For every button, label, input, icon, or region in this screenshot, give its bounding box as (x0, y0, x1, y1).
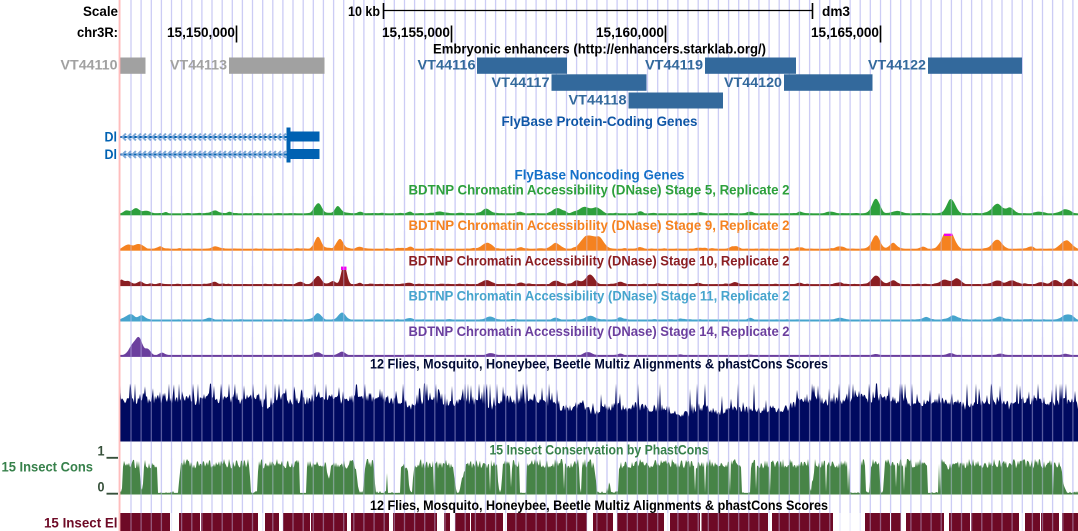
svg-text:VT44117: VT44117 (492, 75, 550, 90)
svg-text:15 Insect El: 15 Insect El (44, 516, 118, 531)
svg-text:VT44110: VT44110 (61, 58, 118, 73)
svg-text:VT44118: VT44118 (569, 93, 628, 108)
svg-text:15,155,000: 15,155,000 (382, 25, 450, 40)
svg-text:15,165,000: 15,165,000 (811, 25, 879, 40)
svg-text:VT44120: VT44120 (724, 75, 782, 90)
svg-text:chr3R:: chr3R: (77, 25, 118, 40)
svg-text:Dl: Dl (105, 147, 118, 162)
svg-text:Scale: Scale (83, 4, 118, 19)
svg-text:1: 1 (98, 444, 105, 459)
svg-text:15 Insect Conservation by Phas: 15 Insect Conservation by PhastCons (490, 443, 709, 458)
svg-text:10 kb: 10 kb (348, 4, 380, 19)
svg-text:BDTNP Chromatin Accessibility: BDTNP Chromatin Accessibility (DNase) St… (409, 324, 790, 339)
svg-text:BDTNP Chromatin Accessibility: BDTNP Chromatin Accessibility (DNase) St… (409, 289, 790, 304)
svg-text:dm3: dm3 (822, 4, 850, 19)
svg-text:VT44122: VT44122 (868, 58, 926, 73)
svg-text:Dl: Dl (105, 130, 118, 145)
svg-text:VT44119: VT44119 (645, 58, 703, 73)
svg-text:0: 0 (98, 480, 105, 495)
svg-text:BDTNP Chromatin Accessibility: BDTNP Chromatin Accessibility (DNase) St… (409, 218, 790, 233)
svg-text:Embryonic enhancers (http://en: Embryonic enhancers (http://enhancers.st… (433, 42, 766, 57)
svg-text:VT44113: VT44113 (170, 58, 228, 73)
svg-text:15 Insect Cons: 15 Insect Cons (2, 460, 94, 475)
svg-text:12 Flies, Mosquito, Honeybee,: 12 Flies, Mosquito, Honeybee, Beetle Mul… (370, 498, 828, 513)
svg-text:BDTNP Chromatin Accessibility: BDTNP Chromatin Accessibility (DNase) St… (409, 253, 790, 268)
svg-text:BDTNP Chromatin Accessibility: BDTNP Chromatin Accessibility (DNase) St… (409, 183, 790, 198)
svg-text:VT44116: VT44116 (418, 58, 477, 73)
svg-text:12 Flies, Mosquito, Honeybee,: 12 Flies, Mosquito, Honeybee, Beetle Mul… (370, 357, 828, 372)
svg-text:FlyBase Noncoding Genes: FlyBase Noncoding Genes (515, 168, 685, 183)
svg-text:FlyBase Protein-Coding Genes: FlyBase Protein-Coding Genes (502, 114, 698, 129)
svg-text:15,150,000: 15,150,000 (167, 25, 235, 40)
svg-text:15,160,000: 15,160,000 (596, 25, 664, 40)
